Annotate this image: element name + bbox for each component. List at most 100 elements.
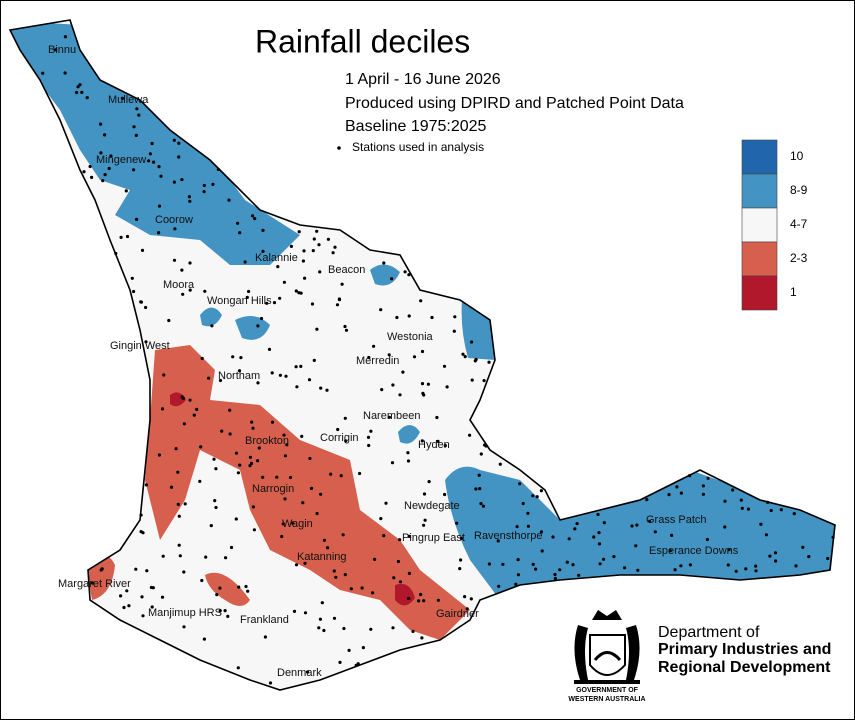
station-dot — [218, 378, 223, 383]
station-dot — [305, 670, 310, 674]
legend-label: 4-7 — [790, 217, 808, 231]
station-dot — [140, 248, 145, 252]
station-dot — [203, 289, 207, 293]
station-dot — [597, 542, 602, 546]
station-dot — [630, 524, 634, 528]
decile-area — [200, 307, 222, 327]
legend-swatch — [741, 241, 778, 277]
station-dot — [103, 133, 107, 137]
station-dot — [453, 315, 457, 319]
station-dot — [268, 681, 273, 685]
station-dot — [518, 482, 522, 486]
station-dot — [602, 521, 606, 525]
station-dot — [157, 165, 161, 169]
station-dot — [407, 596, 411, 601]
station-dot — [198, 479, 202, 483]
station-dot — [278, 296, 282, 300]
station-dot — [292, 609, 297, 614]
station-dot — [427, 480, 431, 484]
station-dot — [340, 282, 344, 286]
station-dot — [322, 628, 326, 633]
station-dot — [188, 199, 192, 203]
station-dot — [535, 495, 539, 499]
station-dot — [553, 576, 558, 581]
station-dot — [157, 231, 161, 235]
decile-area — [10, 20, 300, 265]
station-dot — [243, 260, 247, 264]
station-dot — [807, 555, 811, 559]
station-dot — [250, 214, 255, 218]
station-dot — [526, 524, 531, 528]
station-dot — [673, 568, 677, 572]
station-dot — [379, 308, 383, 312]
station-dot — [85, 96, 89, 100]
station-dot — [435, 415, 439, 420]
station-dot — [145, 569, 149, 573]
station-dot — [361, 646, 365, 650]
station-dot — [367, 443, 371, 448]
station-dot — [285, 443, 289, 447]
town-label: Narrogin — [252, 483, 294, 495]
station-dot — [474, 487, 478, 491]
station-dot — [177, 543, 181, 547]
legend-swatch — [741, 139, 778, 175]
station-dot — [125, 234, 130, 239]
station-dot — [130, 276, 134, 280]
station-dot — [162, 373, 166, 377]
station-dot — [653, 530, 657, 534]
station-dot — [253, 217, 257, 221]
station-dot — [177, 141, 181, 145]
station-dot — [301, 259, 305, 263]
station-dot — [371, 591, 375, 595]
station-dot — [322, 538, 326, 542]
station-dot — [390, 461, 395, 465]
station-dot — [407, 314, 411, 318]
town-label: Denmark — [277, 667, 322, 679]
title: Rainfall deciles — [255, 23, 470, 59]
station-dot — [188, 261, 192, 265]
station-dot — [135, 217, 139, 221]
station-dot — [251, 426, 255, 430]
town-label: Ravensthorpe — [474, 530, 543, 542]
station-dot — [497, 584, 501, 588]
crest-kangaroo — [574, 625, 588, 680]
station-dot — [516, 558, 520, 562]
station-dot — [169, 485, 174, 489]
station-dot — [195, 407, 199, 411]
station-dot — [181, 292, 185, 296]
station-dot — [301, 501, 305, 505]
station-dot — [252, 528, 256, 532]
station-dot — [132, 289, 136, 294]
station-dot — [461, 352, 465, 356]
station-dot — [754, 569, 758, 573]
station-dot — [207, 376, 211, 380]
station-dot — [172, 138, 176, 142]
station-dot — [148, 152, 152, 156]
station-dot — [337, 298, 342, 302]
station-dot — [727, 548, 731, 552]
station-dot — [177, 514, 181, 518]
legend-label: 8-9 — [790, 183, 808, 197]
station-dot — [291, 521, 295, 525]
station-dot — [531, 494, 535, 498]
station-dot — [596, 512, 600, 517]
station-dot — [325, 388, 329, 392]
station-dot — [210, 324, 214, 328]
station-dot — [236, 221, 240, 225]
station-dot — [635, 523, 639, 527]
decile-area — [235, 316, 270, 340]
station-dot — [303, 276, 307, 280]
station-dot — [101, 179, 105, 183]
station-dot — [420, 439, 424, 443]
station-dot — [229, 545, 234, 550]
station-dot — [119, 235, 123, 239]
town-label: Newdegate — [404, 500, 460, 512]
station-dot — [41, 71, 45, 75]
station-dot — [150, 605, 154, 609]
station-key — [337, 146, 341, 150]
station-dot — [445, 385, 449, 389]
station-dot — [152, 160, 156, 164]
legend-label: 1 — [790, 285, 797, 299]
town-label: Moora — [163, 279, 195, 291]
station-dot — [319, 386, 323, 390]
